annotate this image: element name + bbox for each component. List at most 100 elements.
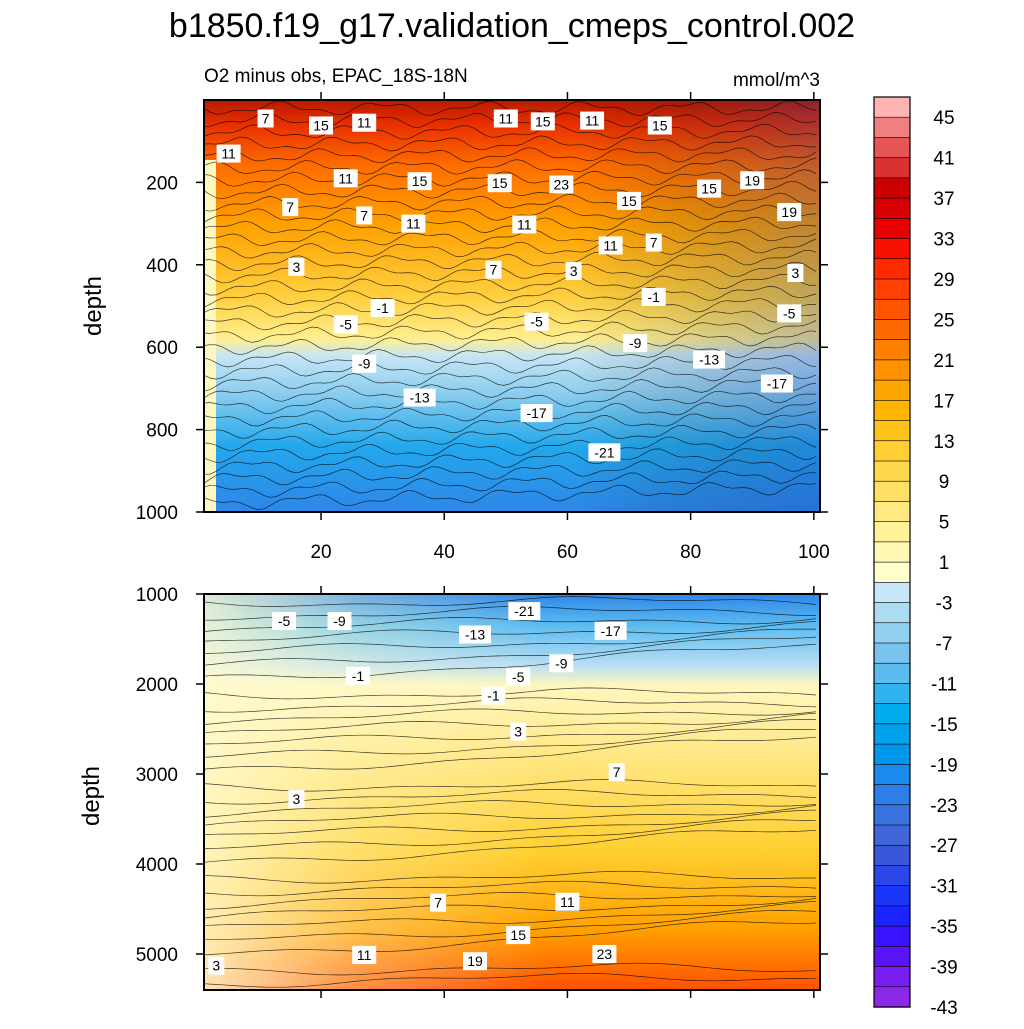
bot-contour-line	[204, 728, 817, 758]
contour-label: 11	[598, 236, 623, 255]
y-tick-label: 800	[146, 421, 178, 442]
contour-label-box	[520, 404, 553, 423]
colorbar-label: 9	[939, 472, 950, 493]
contour-label: 15	[407, 172, 432, 191]
contour-label-text: -1	[352, 668, 365, 684]
colorbar-label: -15	[930, 715, 957, 736]
contour-label: -1	[346, 666, 370, 685]
top-contour-line	[204, 135, 817, 152]
top-contour-line	[204, 238, 817, 259]
colorbar-label: 29	[933, 270, 954, 291]
colorbar-label: 13	[933, 432, 954, 453]
contour-label-text: 19	[467, 953, 483, 969]
y-tick-label: 5000	[136, 945, 178, 966]
contour-label-box	[327, 612, 352, 630]
colorbar-swatch	[873, 319, 911, 341]
colorbar-swatch	[873, 541, 911, 563]
contour-label: 3	[288, 790, 305, 809]
contour-label-text: -5	[278, 613, 291, 629]
contour-label-box	[549, 175, 574, 194]
contour-label-text: -21	[514, 603, 534, 619]
contour-label-box	[459, 625, 491, 644]
contour-label-box	[208, 956, 225, 975]
contour-label: 3	[208, 956, 225, 975]
contour-label-text: 11	[406, 216, 421, 232]
colorbar-label: 37	[933, 189, 954, 210]
top-contour-line	[204, 342, 817, 368]
contour-label: 15	[647, 116, 672, 135]
top-contour-line	[204, 367, 817, 392]
contour-label: 11	[580, 111, 605, 130]
contour-label-text: -5	[530, 314, 543, 330]
top-contour-line	[204, 330, 817, 356]
contour-label-text: 3	[570, 263, 578, 279]
colorbar-label: -23	[930, 796, 957, 817]
contour-label-box	[356, 206, 373, 225]
y-tick-label: 2000	[136, 675, 178, 696]
y-tick-label: 1000	[136, 585, 178, 606]
colorbar-swatch	[873, 683, 911, 705]
contour-label-box	[407, 172, 432, 191]
contour-label: -9	[623, 334, 648, 353]
bot-contour-line	[204, 789, 817, 805]
contour-label-box	[580, 111, 605, 130]
contour-label: 11	[401, 214, 426, 233]
contour-label-text: 11	[560, 894, 575, 910]
contour-label: -9	[549, 654, 574, 673]
colorbar-label: -3	[936, 594, 953, 615]
contour-label-box	[647, 116, 672, 135]
contour-label-box	[403, 388, 436, 407]
colorbar-swatch	[873, 218, 911, 240]
contour-label-text: 7	[286, 199, 294, 215]
top-left-strip	[204, 160, 216, 512]
contour-label-box	[401, 214, 426, 233]
y-tick-label: 400	[146, 256, 178, 277]
contour-label: -5	[506, 667, 531, 686]
colorbar-swatch	[873, 561, 911, 583]
contour-label-text: 19	[744, 172, 760, 188]
contour-label-text: 3	[792, 265, 800, 281]
contour-label: 15	[530, 112, 555, 131]
contour-label-text: 11	[357, 115, 372, 131]
contour-label: 11	[216, 144, 241, 163]
contour-label-box	[370, 299, 395, 318]
x-tick-label: 40	[434, 542, 455, 563]
bot-contour-line	[204, 805, 817, 826]
colorbar-swatch	[873, 865, 911, 887]
contour-label-text: -5	[783, 305, 796, 321]
contour-label-text: 11	[338, 170, 353, 186]
colorbar-swatch	[873, 116, 911, 139]
main-title: b1850.f19_g17.validation_cmeps_control.0…	[169, 7, 855, 45]
top-field-shade	[204, 100, 820, 512]
contour-label-text: 11	[499, 111, 514, 127]
bot-contour-line	[204, 900, 817, 927]
colorbar-label: 33	[933, 230, 954, 251]
bot-contour-line	[204, 819, 817, 849]
contour-label-box	[787, 264, 804, 282]
colorbar-label: 21	[933, 351, 954, 372]
colorbar-label: 5	[939, 513, 950, 534]
contour-label-box	[288, 257, 305, 276]
contour-label-box	[565, 262, 582, 280]
contour-label-box	[592, 945, 617, 963]
colorbar-swatch	[873, 501, 911, 523]
top-axes: 20 40 60 80 100 200 400 600 800 1000	[136, 92, 830, 563]
colorbar-swatch	[873, 359, 911, 381]
bot-contour-line	[204, 800, 817, 818]
contour-label-box	[608, 763, 625, 782]
contour-label: 11	[493, 109, 518, 128]
contour-label-box	[623, 334, 648, 353]
contour-label-box	[524, 312, 549, 331]
colorbar-swatch	[873, 885, 911, 907]
contour-label-box	[282, 198, 299, 217]
contour-label-box	[257, 109, 274, 128]
contour-label: 7	[356, 206, 373, 225]
contour-label-box	[463, 952, 487, 971]
contour-label-text: -17	[600, 623, 620, 639]
contour-label-text: -5	[339, 317, 352, 333]
contour-label-box	[333, 169, 358, 188]
colorbar-swatch	[873, 723, 911, 745]
bot-contour-line	[204, 697, 817, 713]
colorbar-swatch	[873, 824, 911, 846]
